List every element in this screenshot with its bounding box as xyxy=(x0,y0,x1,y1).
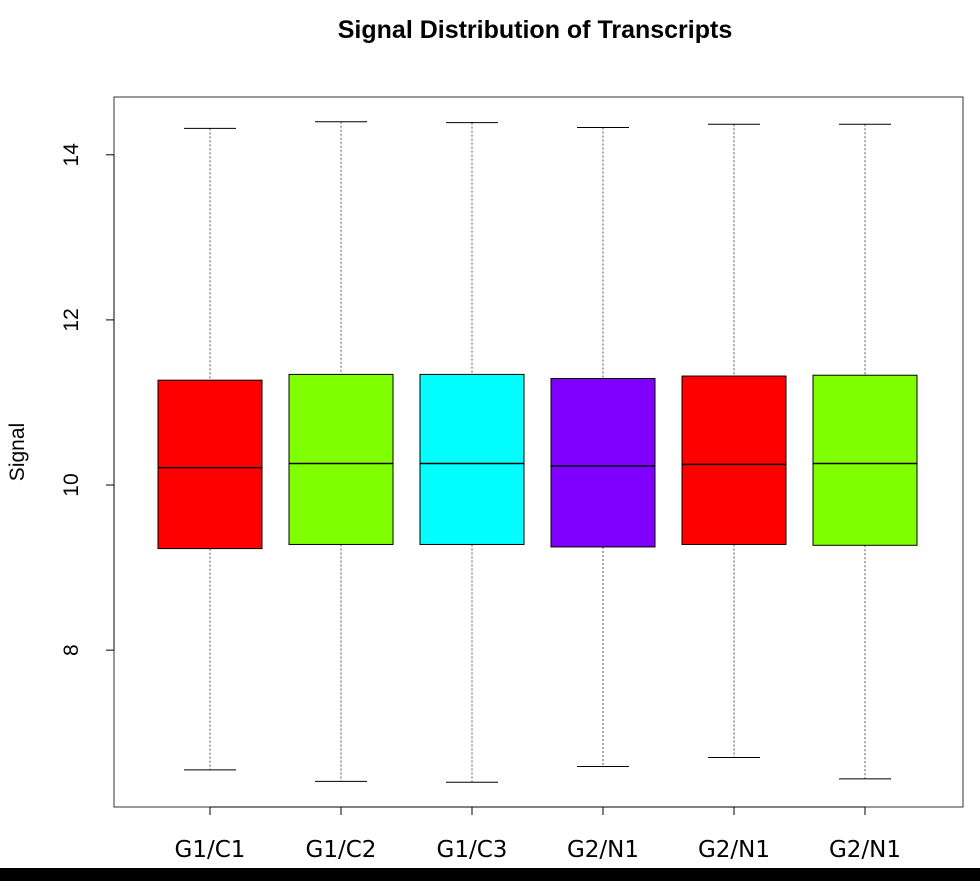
x-tick-label: G2/N1 xyxy=(698,837,770,863)
x-axis: G1/C1 G1/C2 G1/C3 G2/N1 G2/N1 G2/N1 xyxy=(175,806,901,863)
box-rect xyxy=(550,378,656,548)
bottom-bar xyxy=(0,868,980,881)
y-tick-label: 8 xyxy=(60,644,83,656)
box-rect xyxy=(419,373,525,545)
y-axis: 8 10 12 14 xyxy=(60,143,115,656)
y-axis-label: Signal xyxy=(6,423,29,481)
x-tick-label: G1/C1 xyxy=(175,837,246,863)
x-tick-label: G1/C2 xyxy=(306,837,377,863)
box-series xyxy=(157,121,918,783)
box-4 xyxy=(550,127,656,768)
box-3 xyxy=(419,122,525,783)
box-rect xyxy=(681,375,787,545)
chart-title: Signal Distribution of Transcripts xyxy=(338,16,732,44)
x-tick-label: G1/C3 xyxy=(437,837,508,863)
box-2 xyxy=(288,121,394,782)
box-1 xyxy=(157,127,263,771)
box-5 xyxy=(681,123,787,758)
y-tick-label: 12 xyxy=(60,308,83,331)
box-rect xyxy=(157,379,263,550)
x-tick-label: G2/N1 xyxy=(829,837,901,863)
box-rect xyxy=(812,374,918,546)
box-6 xyxy=(812,123,918,780)
y-tick-label: 10 xyxy=(60,473,83,496)
x-tick-label: G2/N1 xyxy=(567,837,639,863)
y-tick-label: 14 xyxy=(60,143,83,167)
box-rect xyxy=(288,373,394,545)
